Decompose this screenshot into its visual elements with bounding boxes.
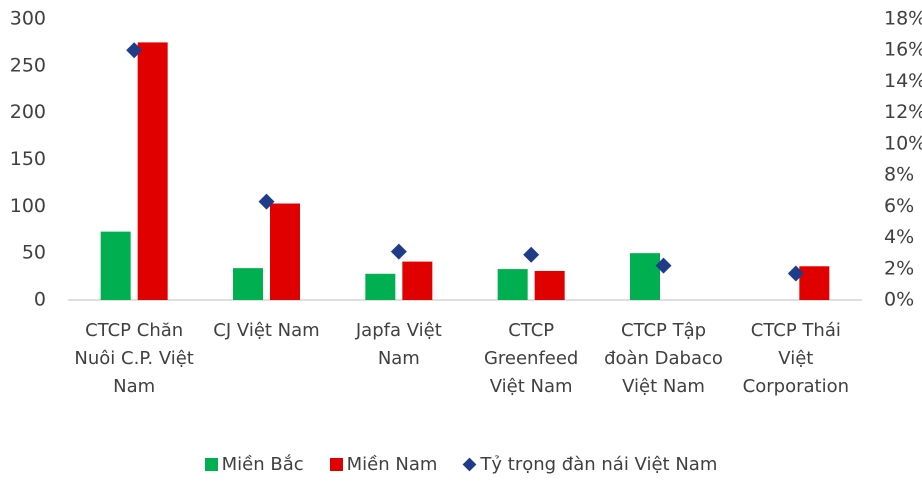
x-tick-label: CTCP Thái Việt Corporation	[742, 320, 849, 397]
bar	[233, 268, 263, 300]
diamond-marker	[390, 243, 407, 260]
legend-swatch	[329, 458, 343, 471]
y2-tick-label: 2%	[884, 257, 914, 279]
legend-swatch	[204, 458, 218, 471]
legend-item: Miền Bắc	[204, 454, 304, 475]
x-tick-label: Japfa Việt Nam	[355, 320, 442, 369]
bar	[799, 266, 830, 300]
y2-tick-label: 12%	[884, 101, 922, 123]
y2-tick-label: 18%	[884, 8, 922, 30]
legend-label: Tỷ trọng đàn nái Việt Nam	[480, 454, 718, 475]
bar	[137, 42, 168, 301]
bar	[365, 273, 396, 300]
y-tick-label: 250	[10, 54, 46, 76]
bar	[534, 270, 565, 300]
bar	[402, 261, 433, 300]
bar	[100, 231, 131, 300]
y2-tick-label: 14%	[884, 70, 922, 92]
bar	[497, 269, 528, 300]
y-tick-label: 100	[10, 195, 46, 217]
legend-label: Miền Nam	[346, 454, 438, 475]
y2-tick-label: 4%	[884, 226, 914, 248]
y2-tick-label: 8%	[884, 164, 914, 186]
y-tick-label: 50	[22, 242, 46, 264]
diamond-marker	[523, 246, 540, 263]
bar	[630, 253, 660, 300]
y2-tick-label: 10%	[884, 132, 922, 154]
y-tick-label: 0	[34, 289, 46, 311]
legend-item: Tỷ trọng đàn nái Việt Nam	[463, 454, 717, 475]
x-tick-label: CTCP Tập đoàn Dabaco Việt Nam	[604, 320, 723, 397]
bar	[270, 203, 300, 300]
diamond-marker	[258, 193, 275, 210]
diamond-marker	[126, 42, 143, 59]
y-tick-label: 200	[10, 101, 46, 123]
y2-tick-label: 0%	[884, 289, 914, 311]
y2-tick-label: 6%	[884, 195, 914, 217]
x-tick-label: CTCP Greenfeed Việt Nam	[483, 320, 579, 397]
legend-swatch	[463, 457, 477, 472]
diamond-marker	[787, 265, 804, 282]
diamond-marker	[655, 257, 672, 274]
y-tick-label: 300	[10, 8, 46, 30]
x-tick-label: CJ Việt Nam	[213, 320, 320, 341]
y2-tick-label: 16%	[884, 39, 922, 61]
legend-label: Miền Bắc	[221, 454, 304, 475]
x-tick-label: CTCP Chăn Nuôi C.P. Việt Nam	[74, 320, 194, 397]
y-tick-label: 150	[10, 148, 46, 170]
legend-item: Miền Nam	[329, 454, 438, 475]
legend: Miền Bắc Miền Nam Tỷ trọng đàn nái Việt Na…	[0, 454, 922, 475]
